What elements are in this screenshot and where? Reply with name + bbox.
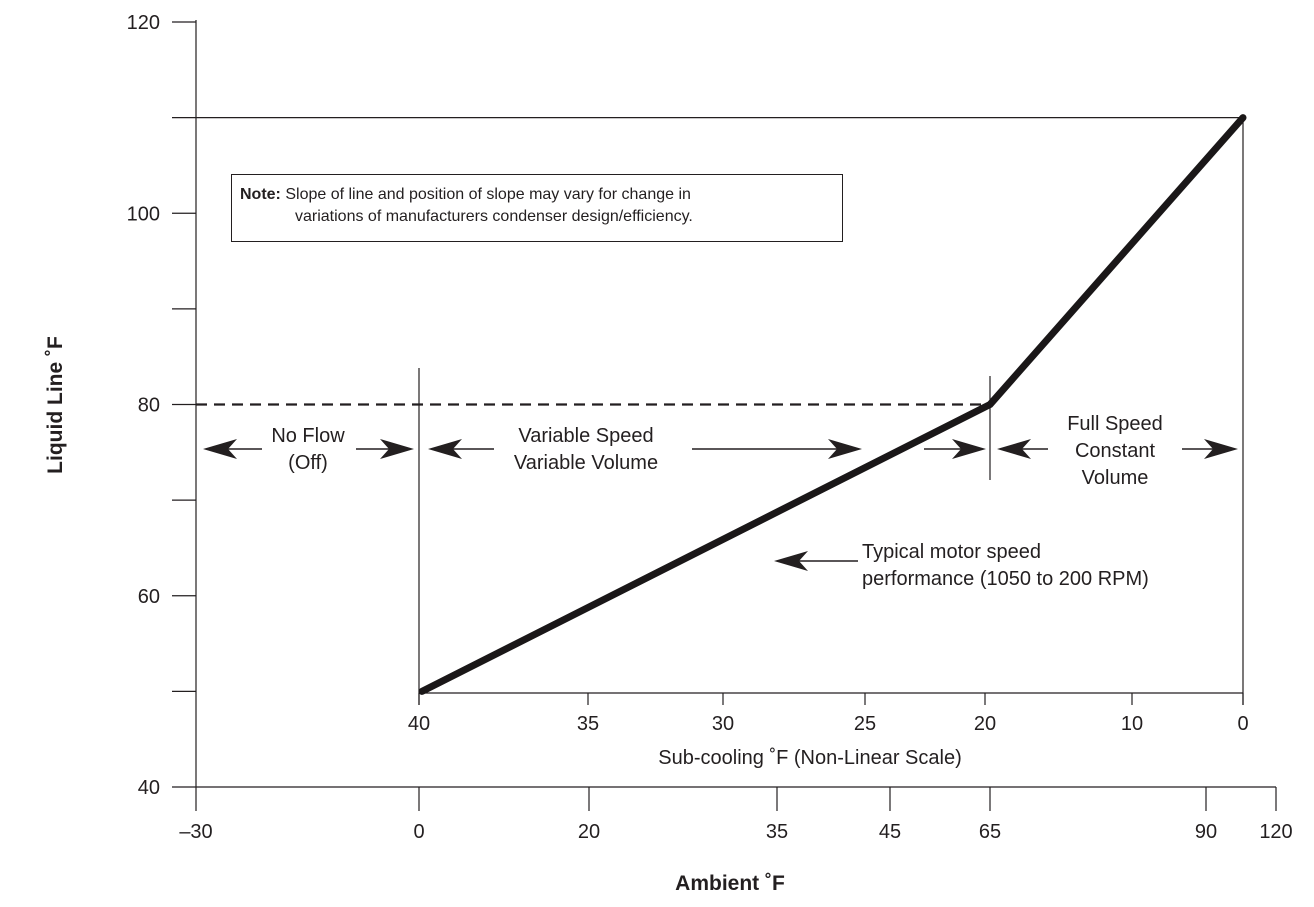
secondary-tick-label: 40 (408, 713, 430, 735)
note-box: Note: Slope of line and position of slop… (231, 174, 843, 242)
arrow-variable-left-head (428, 439, 462, 459)
arrow-annotation-head (774, 551, 808, 571)
region-label-full-2: Constant (1075, 440, 1155, 462)
x-axis-title: Ambient ˚F (675, 872, 785, 895)
secondary-x-axis-title: Sub-cooling ˚F (Non-Linear Scale) (658, 747, 961, 769)
region-label-variable-1: Variable Speed (518, 425, 653, 447)
arrow-full-right-head (1204, 439, 1238, 459)
series-point (987, 401, 993, 408)
arrow-variable-line-head (828, 439, 862, 459)
secondary-tick-label: 30 (712, 713, 734, 735)
region-label-no-flow-2: (Off) (288, 452, 328, 474)
y-tick-label: 40 (138, 777, 160, 799)
x-tick-label: –30 (179, 821, 212, 843)
arrow-no-flow-left-head (203, 439, 237, 459)
secondary-x-axis: 40 35 30 25 20 10 0 (408, 692, 1249, 735)
region-label-no-flow-1: No Flow (271, 425, 345, 447)
secondary-tick-label: 35 (577, 713, 599, 735)
arrow-variable-right-head (952, 439, 986, 459)
y-axis-title: Liquid Line ˚F (44, 336, 67, 474)
series-point (419, 688, 425, 695)
secondary-tick-label: 20 (974, 713, 996, 735)
x-tick-label: 0 (413, 821, 424, 843)
y-tick-label: 60 (138, 586, 160, 608)
series-point (1240, 114, 1246, 121)
y-tick-label: 100 (127, 203, 160, 225)
secondary-tick-label: 10 (1121, 713, 1143, 735)
note-line-2: variations of manufacturers condenser de… (295, 208, 693, 225)
region-label-full-3: Volume (1082, 467, 1149, 489)
arrow-no-flow-right-head (380, 439, 414, 459)
x-tick-label: 65 (979, 821, 1001, 843)
x-tick-label: 90 (1195, 821, 1217, 843)
x-tick-label: 120 (1259, 821, 1292, 843)
y-tick-label: 80 (138, 395, 160, 417)
y-axis: 40 60 80 100 120 (127, 12, 196, 799)
note-line-1: Slope of line and position of slope may … (280, 186, 691, 203)
series-layer (418, 114, 1247, 695)
y-tick-label: 120 (127, 12, 160, 34)
region-arrows (203, 439, 1238, 571)
x-axis: –30 0 20 35 45 65 90 120 (179, 787, 1293, 843)
secondary-tick-label: 25 (854, 713, 876, 735)
reference-lines (196, 117, 1244, 705)
annotation-line-2: performance (1050 to 200 RPM) (862, 568, 1149, 590)
x-tick-label: 20 (578, 821, 600, 843)
secondary-tick-label: 0 (1237, 713, 1248, 735)
region-label-full-1: Full Speed (1067, 413, 1163, 435)
note-label: Note: (240, 186, 281, 203)
annotation-line-1: Typical motor speed (862, 541, 1041, 563)
x-tick-label: 45 (879, 821, 901, 843)
region-label-variable-2: Variable Volume (514, 452, 658, 474)
arrow-full-left-head (997, 439, 1031, 459)
x-tick-label: 35 (766, 821, 788, 843)
